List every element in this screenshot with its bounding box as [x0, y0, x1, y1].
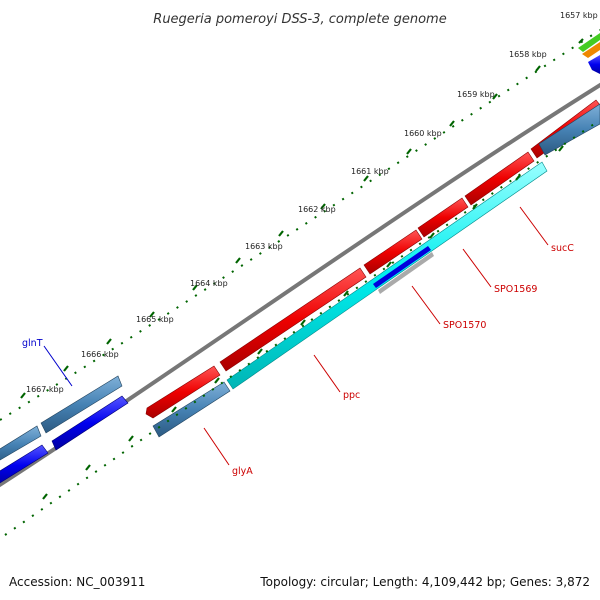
accession-text: Accession: NC_003911: [9, 575, 145, 589]
gene-glyA-arrow: [145, 365, 221, 419]
blue-track: [0, 395, 129, 484]
outer-major-ticks: [20, 38, 584, 399]
gene-steel-right: [538, 103, 600, 156]
gene-label-glnT: glnT: [22, 338, 43, 349]
gray-strip: [378, 252, 434, 294]
outer-tick-ring: [0, 29, 600, 421]
gene-label-sucC: sucC: [551, 243, 574, 254]
tick-labels: 1657 kbp 1658 kbp 1659 kbp 1660 kbp 1661…: [26, 11, 598, 394]
tick-label: 1664 kbp: [190, 279, 228, 288]
tick-label: 1665 kbp: [136, 315, 174, 324]
sucC-leader: [519, 206, 549, 246]
inner-major-ticks: [42, 145, 564, 500]
gene-left-steel: [0, 425, 42, 461]
gene-glnT-steel: [40, 375, 123, 434]
SPO1569-leader: [462, 248, 492, 288]
gene-blue-inner: [373, 246, 431, 288]
gene-label-ppc: ppc: [343, 390, 360, 401]
gene-label-SPO1569: SPO1569: [494, 284, 537, 295]
tick-label: 1667 kbp: [26, 385, 64, 394]
red-track: [145, 99, 600, 419]
tick-label: 1660 kbp: [404, 129, 442, 138]
tick-label: 1661 kbp: [351, 167, 389, 176]
gene-sucC-arrow: [464, 151, 535, 206]
tick-label: 1658 kbp: [509, 50, 547, 59]
gene-SPO1570-arrow: [363, 229, 423, 275]
SPO1570-leader: [411, 285, 441, 325]
ppc-leader: [313, 354, 341, 393]
tick-label: 1662 kbp: [298, 205, 336, 214]
genome-summary-text: Topology: circular; Length: 4,109,442 bp…: [259, 575, 590, 589]
steelblue-track: [0, 103, 600, 461]
tick-label: 1659 kbp: [457, 90, 495, 99]
gene-label-SPO1570: SPO1570: [443, 320, 486, 331]
tick-label: 1666 kbp: [81, 350, 119, 359]
tick-label: 1663 kbp: [245, 242, 283, 251]
gene-SPO1569-arrow: [417, 197, 469, 238]
edge-features: [578, 33, 600, 74]
glnT-leader: [43, 345, 73, 387]
gene-labels: glnT sucC SPO1569 SPO1570 ppc glyA: [22, 206, 574, 477]
glyA-leader: [203, 427, 230, 466]
tick-label: 1657 kbp: [560, 11, 598, 20]
gene-label-glyA: glyA: [232, 466, 253, 477]
gene-ppc-arrow: [219, 267, 367, 372]
map-title: Ruegeria pomeroyi DSS-3, complete genome: [153, 12, 446, 27]
gene-glyA-steel: [152, 381, 231, 438]
